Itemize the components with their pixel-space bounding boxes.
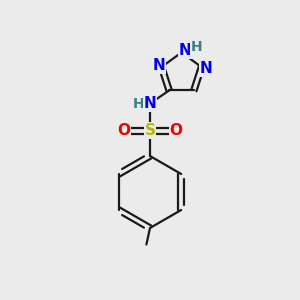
Text: H: H <box>191 40 202 54</box>
Text: S: S <box>145 123 155 138</box>
Text: O: O <box>117 123 130 138</box>
Text: N: N <box>144 96 156 111</box>
Text: N: N <box>200 61 212 76</box>
Text: N: N <box>153 58 166 73</box>
Text: O: O <box>169 123 183 138</box>
Text: H: H <box>133 97 144 110</box>
Text: N: N <box>179 44 191 59</box>
